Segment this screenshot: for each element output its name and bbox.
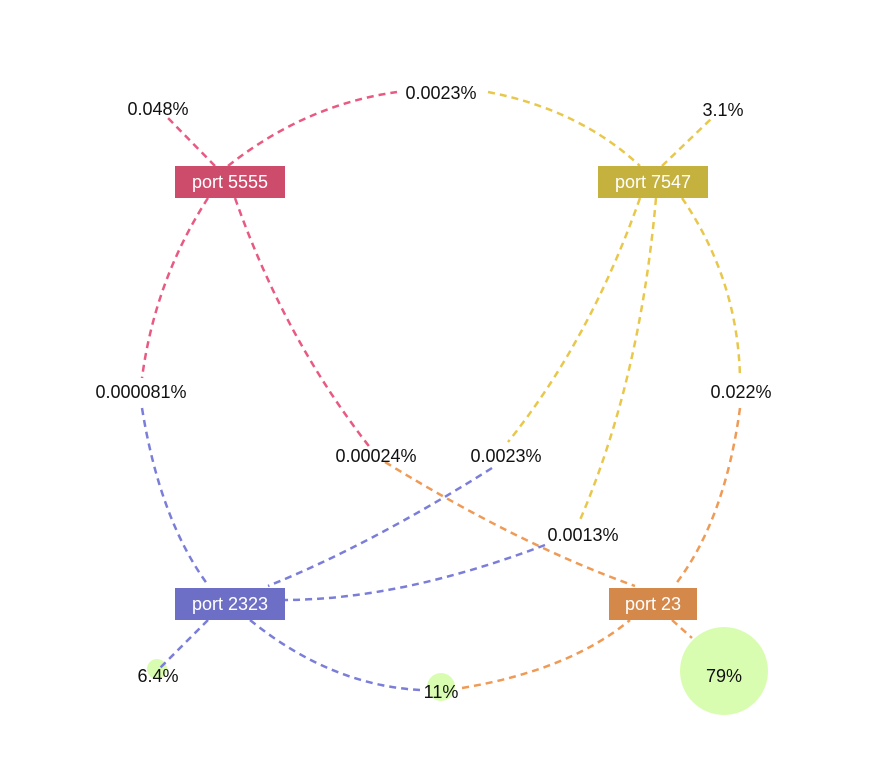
edge-5555-7547-b bbox=[487, 90, 641, 167]
edge-label-23-2323: 0.0013% bbox=[547, 525, 618, 545]
edge-5555-2323-b bbox=[140, 407, 210, 586]
node-port-2323-label: port 2323 bbox=[192, 594, 268, 614]
node-port-7547[interactable]: port 7547 bbox=[598, 166, 708, 198]
edge-2323-23-b bbox=[461, 619, 631, 690]
edge-7547-23-inner bbox=[578, 197, 658, 521]
bubble-2323-23 bbox=[427, 673, 455, 701]
edge-label-self-2323: 6.4% bbox=[137, 666, 178, 686]
edge-7547-2323-b bbox=[267, 466, 493, 588]
edge-label-2323-23: 11% bbox=[424, 682, 459, 702]
bubble-self-23 bbox=[680, 627, 768, 715]
edge-label-7547-2323: 0.0023% bbox=[470, 446, 541, 466]
bubble-self-2323 bbox=[147, 659, 167, 679]
node-port-5555[interactable]: port 5555 bbox=[175, 166, 285, 198]
node-port-23-label: port 23 bbox=[625, 594, 681, 614]
edge-5555-7547-a bbox=[227, 90, 398, 167]
edge-5555-23-a bbox=[233, 197, 373, 451]
edge-label-5555-23: 0.00024% bbox=[335, 446, 416, 466]
edge-label-self-23: 79% bbox=[706, 666, 742, 686]
edge-self-7547 bbox=[661, 117, 713, 167]
edge-5555-23-b bbox=[384, 460, 636, 588]
edge-label-5555-2323: 0.000081% bbox=[95, 382, 186, 402]
edge-self-23 bbox=[671, 619, 693, 639]
node-port-23-box bbox=[609, 588, 697, 620]
edge-7547-23-b bbox=[674, 407, 742, 586]
node-port-5555-box bbox=[175, 166, 285, 198]
edge-label-self-7547: 3.1% bbox=[702, 100, 743, 120]
node-port-2323-box bbox=[175, 588, 285, 620]
edge-23-2323 bbox=[282, 543, 546, 602]
node-port-23[interactable]: port 23 bbox=[609, 588, 697, 620]
edge-label-self-5555: 0.048% bbox=[127, 99, 188, 119]
edge-2323-23-a bbox=[249, 619, 421, 692]
node-port-7547-box bbox=[598, 166, 708, 198]
node-port-7547-label: port 7547 bbox=[615, 172, 691, 192]
edge-7547-23-a bbox=[680, 197, 742, 379]
edge-5555-2323-a bbox=[140, 197, 210, 379]
edge-self-2323 bbox=[159, 619, 209, 669]
edge-label-5555-7547: 0.0023% bbox=[405, 83, 476, 103]
edge-label-7547-23: 0.022% bbox=[710, 382, 771, 402]
edge-7547-2323-a bbox=[507, 197, 642, 443]
edge-self-5555 bbox=[167, 117, 216, 167]
node-port-5555-label: port 5555 bbox=[192, 172, 268, 192]
node-port-2323[interactable]: port 2323 bbox=[175, 588, 285, 620]
